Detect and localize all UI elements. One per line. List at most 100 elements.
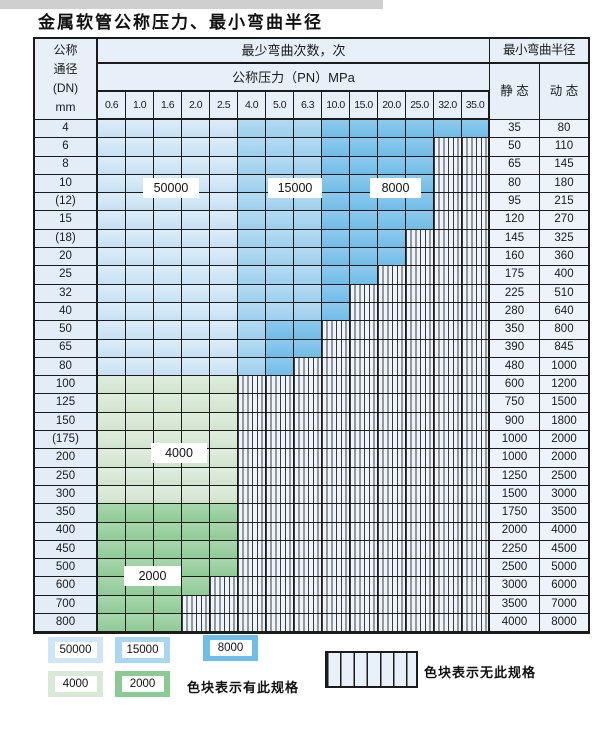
cell-no-spec <box>294 431 322 450</box>
cell-no-spec <box>406 504 434 523</box>
cell-no-spec <box>322 357 350 377</box>
cell-spec-zone-L <box>182 156 210 175</box>
cell-spec-zone-L <box>154 248 182 267</box>
cell-spec-zone-M <box>238 211 266 230</box>
cell-spec-zone-L <box>126 229 154 249</box>
dn-cell: 200 <box>35 449 98 468</box>
header-dn-line: 公称 <box>53 43 78 57</box>
static-radius-cell: 390 <box>490 339 540 358</box>
dn-cell: 150 <box>35 412 98 432</box>
cell-no-spec <box>350 522 378 541</box>
cell-spec-zone-g <box>210 559 238 578</box>
cell-spec-zone-M <box>238 321 266 340</box>
cell-spec-zone-L <box>154 266 182 285</box>
static-radius-cell: 2250 <box>490 540 540 560</box>
legend-no-spec-swatch <box>325 651 418 688</box>
cell-spec-zone-L <box>126 211 154 230</box>
cell-no-spec <box>322 595 350 615</box>
cell-spec-zone-M <box>266 156 294 175</box>
cell-no-spec <box>350 339 378 358</box>
cell-spec-zone-D <box>378 120 406 139</box>
cell-no-spec <box>322 321 350 340</box>
header-nominal-diameter: 公称 通径 (DN) mm <box>35 39 98 120</box>
cell-spec-zone-L <box>98 266 126 285</box>
cell-spec-zone-L <box>154 302 182 322</box>
cell-spec-zone-L <box>182 266 210 285</box>
cell-no-spec <box>266 431 294 450</box>
cell-no-spec <box>294 376 322 395</box>
dynamic-radius-cell: 5000 <box>540 559 588 578</box>
cell-no-spec <box>434 431 462 450</box>
cell-no-spec <box>462 449 490 468</box>
cell-spec-zone-L <box>210 193 238 212</box>
cell-spec-zone-g <box>126 540 154 560</box>
dn-cell: 20 <box>35 248 98 267</box>
dn-cell: (18) <box>35 229 98 249</box>
cell-no-spec <box>462 284 490 303</box>
cell-spec-zone-g <box>182 540 210 560</box>
cell-spec-zone-D <box>322 302 350 322</box>
cell-spec-zone-g <box>210 504 238 523</box>
cell-spec-zone-g <box>182 504 210 523</box>
cell-no-spec <box>378 577 406 596</box>
cell-spec-zone-L <box>182 339 210 358</box>
cell-spec-zone-G <box>98 376 126 395</box>
cell-spec-zone-g <box>98 504 126 523</box>
header-dn-line: 通径 <box>53 62 78 76</box>
cell-no-spec <box>434 156 462 175</box>
cell-no-spec <box>462 376 490 395</box>
cell-spec-zone-M <box>238 357 266 377</box>
cell-no-spec <box>322 449 350 468</box>
cell-spec-zone-M <box>238 339 266 358</box>
dn-cell: 15 <box>35 211 98 230</box>
cell-spec-zone-D <box>322 174 350 194</box>
cell-no-spec <box>322 614 350 633</box>
cell-spec-zone-G <box>210 467 238 486</box>
static-radius-cell: 900 <box>490 412 540 432</box>
cell-no-spec <box>462 540 490 560</box>
cell-no-spec <box>350 376 378 395</box>
header-pressure-32.0: 32.0 <box>434 92 462 120</box>
cell-no-spec <box>406 321 434 340</box>
cell-spec-zone-G <box>182 376 210 395</box>
cell-spec-zone-L <box>126 266 154 285</box>
cell-spec-zone-M <box>294 120 322 139</box>
cell-spec-zone-L <box>182 302 210 322</box>
cell-no-spec <box>406 614 434 633</box>
cell-spec-zone-G <box>98 449 126 468</box>
dynamic-radius-cell: 4500 <box>540 540 588 560</box>
cell-spec-zone-G <box>210 376 238 395</box>
cell-spec-zone-G <box>126 412 154 432</box>
cell-no-spec <box>434 193 462 212</box>
cell-no-spec <box>378 559 406 578</box>
header-min-bend-cycles: 最少弯曲次数，次 <box>98 39 490 64</box>
cell-no-spec <box>434 540 462 560</box>
cell-spec-zone-D <box>378 211 406 230</box>
cell-no-spec <box>462 174 490 194</box>
zone-label-15000: 15000 <box>268 178 322 198</box>
cell-no-spec <box>322 431 350 450</box>
dn-cell: 50 <box>35 321 98 340</box>
cell-no-spec <box>378 412 406 432</box>
legend-swatch-8000: 8000 <box>203 635 258 661</box>
cell-no-spec <box>350 595 378 615</box>
legend-has-spec-text: 色块表示有此规格 <box>187 680 300 695</box>
static-radius-cell: 4000 <box>490 614 540 633</box>
cell-spec-zone-D <box>350 229 378 249</box>
cell-no-spec <box>406 577 434 596</box>
header-min-bend-radius: 最小弯曲半径 <box>490 39 588 64</box>
zone-label-50000: 50000 <box>143 178 199 198</box>
cell-spec-zone-L <box>182 284 210 303</box>
dynamic-radius-cell: 1200 <box>540 376 588 395</box>
cell-no-spec <box>434 357 462 377</box>
cell-spec-zone-G <box>154 376 182 395</box>
cell-spec-zone-D <box>266 321 294 340</box>
zone-label-2000: 2000 <box>124 566 181 586</box>
legend-swatch-label: 4000 <box>54 676 97 692</box>
cell-no-spec <box>462 577 490 596</box>
dynamic-radius-cell: 2000 <box>540 431 588 450</box>
cell-spec-zone-M <box>238 302 266 322</box>
dn-cell: 65 <box>35 339 98 358</box>
cell-spec-zone-L <box>98 156 126 175</box>
cell-no-spec <box>350 540 378 560</box>
